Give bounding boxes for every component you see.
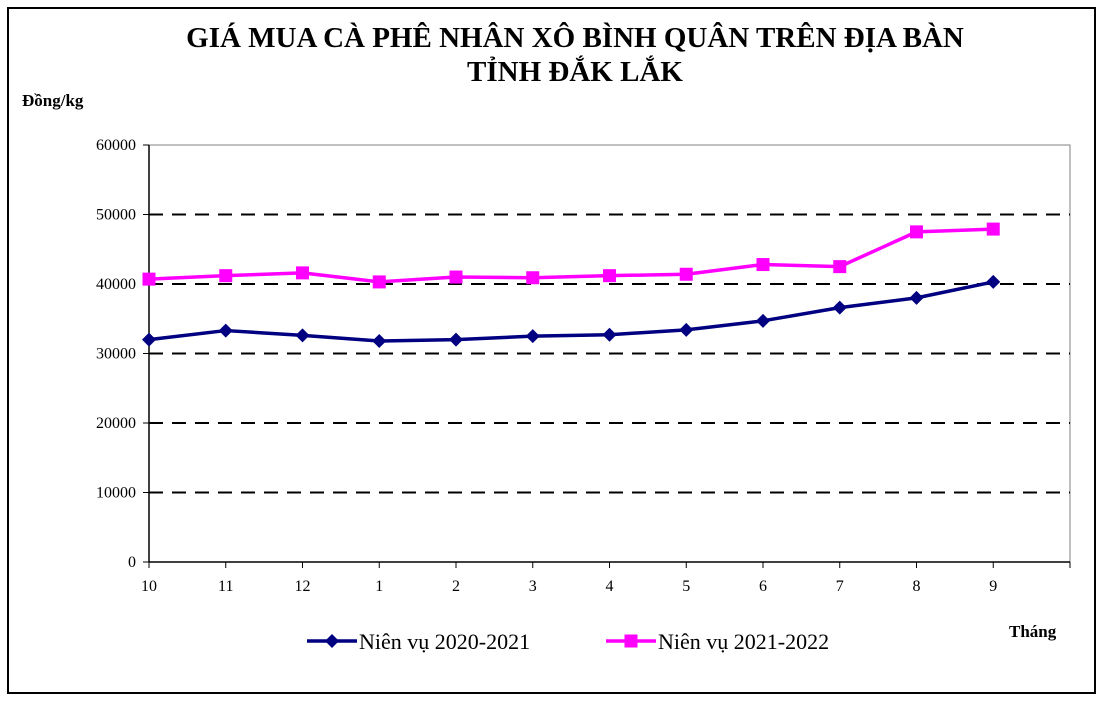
data-point-series-2	[603, 269, 616, 283]
y-tick-label: 0	[128, 554, 136, 571]
x-tick-label: 5	[682, 578, 690, 595]
x-tick-label: 7	[836, 578, 844, 595]
data-point-series-2	[756, 258, 770, 272]
chart-title-line2: TỈNH ĐẮK LẮK	[467, 54, 683, 88]
legend-label-2: Niên vụ 2021-2022	[658, 629, 829, 654]
x-tick-label: 11	[218, 578, 233, 595]
data-point-series-2	[986, 222, 1000, 236]
data-point-series-1	[756, 313, 770, 328]
x-tick-label: 10	[141, 578, 157, 595]
y-tick-label: 40000	[96, 276, 136, 293]
legend-label-1: Niên vụ 2020-2021	[359, 629, 530, 654]
x-tick-label: 12	[295, 578, 311, 595]
y-tick-label: 50000	[96, 207, 136, 224]
data-point-series-1	[679, 322, 694, 337]
series-line-1	[148, 280, 994, 343]
data-point-series-2	[833, 260, 847, 274]
data-point-series-1	[986, 274, 1001, 289]
data-point-series-2	[449, 270, 463, 284]
data-point-series-2	[526, 271, 540, 285]
y-tick-label: 30000	[96, 346, 136, 363]
data-point-series-2	[372, 275, 386, 289]
x-tick-label: 8	[913, 578, 921, 595]
data-point-series-1	[372, 333, 387, 348]
data-point-series-2	[219, 269, 233, 283]
data-point-series-1	[832, 300, 847, 315]
data-point-series-1	[909, 290, 924, 305]
chart-frame	[7, 7, 1096, 694]
x-tick-label: 1	[375, 578, 383, 595]
y-tick-label: 60000	[96, 137, 136, 154]
x-tick-label: 2	[452, 578, 460, 595]
data-point-series-1	[295, 328, 310, 343]
data-point-series-1	[142, 332, 156, 347]
x-tick-label: 9	[989, 578, 997, 595]
legend-marker-1	[325, 634, 339, 648]
x-tick-label: 3	[529, 578, 537, 595]
data-point-series-1	[449, 332, 463, 347]
data-point-series-2	[296, 266, 309, 280]
y-tick-label: 20000	[96, 415, 136, 432]
x-tick-label: 4	[606, 578, 614, 595]
series-line-2	[148, 227, 994, 284]
chart-title-line1: GIÁ MUA CÀ PHÊ NHÂN XÔ BÌNH QUÂN TRÊN ĐỊ…	[186, 21, 964, 54]
data-point-series-2	[142, 272, 156, 286]
x-axis-unit-label: Tháng	[1009, 622, 1057, 641]
data-point-series-2	[910, 225, 923, 239]
y-tick-label: 10000	[96, 485, 136, 502]
x-tick-label: 6	[759, 578, 767, 595]
data-point-series-1	[218, 323, 233, 338]
legend-marker-2	[624, 634, 638, 648]
y-axis-unit-label: Đồng/kg	[22, 91, 84, 110]
data-point-series-1	[602, 327, 617, 342]
data-point-series-1	[525, 329, 540, 344]
data-point-series-2	[679, 267, 693, 281]
legend: Niên vụ 2020-2021 Niên vụ 2021-2022	[307, 629, 829, 654]
